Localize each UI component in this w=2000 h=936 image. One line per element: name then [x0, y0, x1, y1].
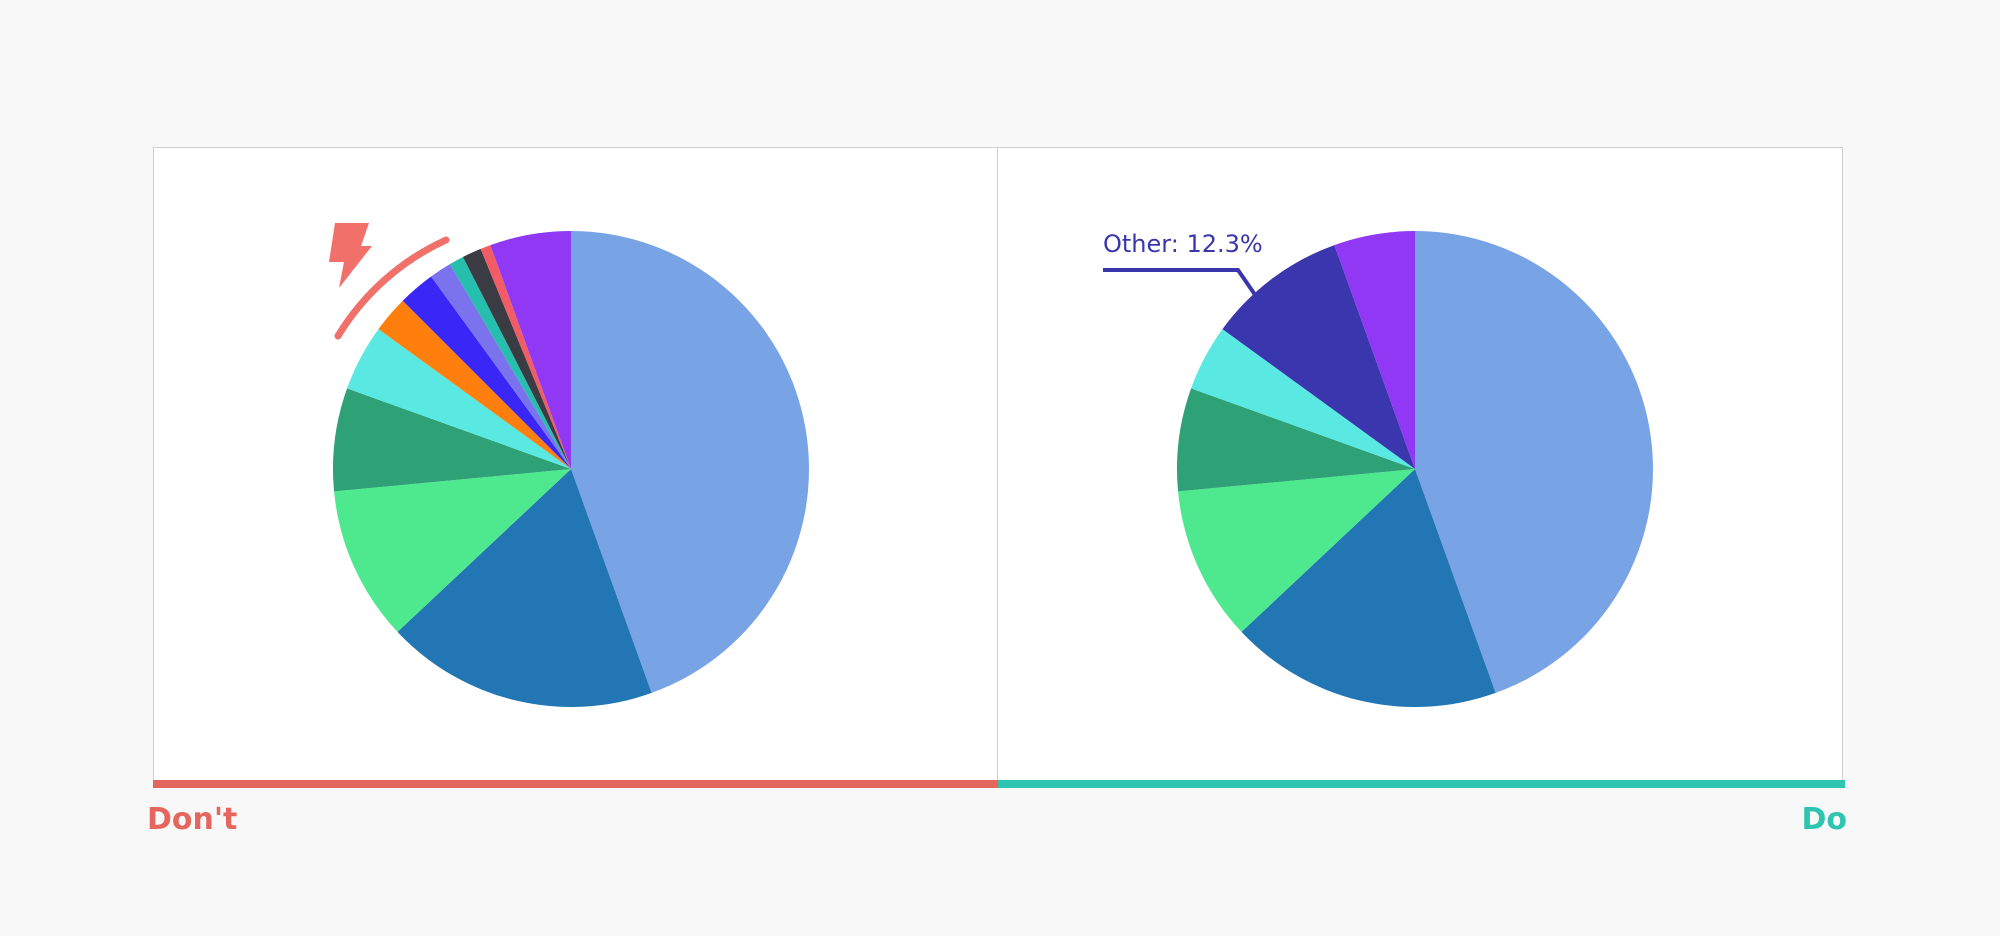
dont-pie-slice-h [431, 264, 571, 469]
do-pie-chart: Other: 12.3% [1103, 230, 1654, 708]
dont-pie-slice-b [397, 469, 652, 708]
dont-chart-panel [153, 147, 998, 781]
do-pie-slice-l [1334, 231, 1415, 469]
do-chart-panel: Other: 12.3% [998, 147, 1843, 781]
other-callout-label: Other: 12.3% [1103, 230, 1263, 258]
do-pie-slice-b [1241, 469, 1496, 708]
dont-pie-slice-a [571, 231, 810, 693]
dont-label: Don't [147, 802, 238, 837]
do-pie-slice-e [1191, 329, 1415, 469]
do-pie-slice-other [1222, 245, 1415, 469]
do-pie-slices [1177, 231, 1654, 708]
do-pie-slice-c [1178, 469, 1415, 632]
lightning-bolt-icon [329, 223, 372, 288]
warning-arc [334, 236, 450, 340]
dont-pie-slice-c [334, 469, 571, 632]
dont-pie-slice-f [378, 300, 571, 469]
dont-pie-slice-d [333, 388, 571, 492]
do-pie-slice-d [1177, 388, 1415, 492]
do-pie-slice-a [1415, 231, 1654, 693]
dont-pie-slice-i [449, 256, 571, 469]
dont-pie-slice-g [402, 276, 571, 469]
dont-pie-chart [329, 223, 810, 708]
dont-pie-slice-l [490, 231, 571, 469]
dont-pie-slice-e [347, 329, 571, 469]
dont-indicator-bar [153, 780, 998, 788]
other-callout-leader-line [1103, 268, 1262, 304]
do-indicator-bar [998, 780, 1845, 788]
dont-pie-slice-k [480, 245, 571, 469]
dont-pie-slice-j [462, 248, 571, 469]
do-label: Do [1801, 802, 1847, 837]
dont-pie-slices [333, 231, 810, 708]
